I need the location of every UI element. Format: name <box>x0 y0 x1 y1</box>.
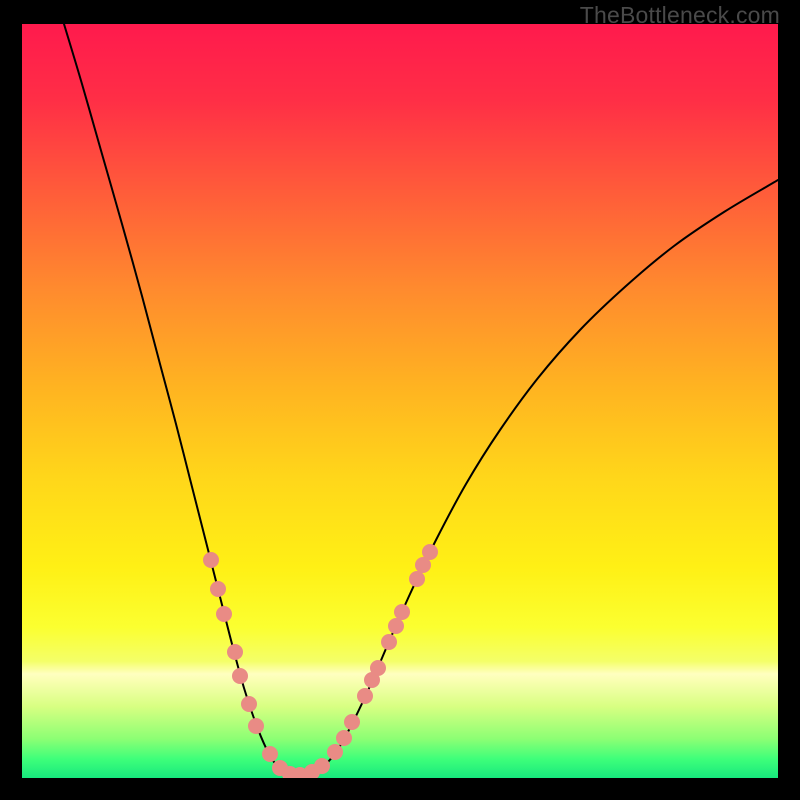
plot-area <box>22 24 778 778</box>
highlight-dots <box>203 544 438 778</box>
watermark-text: TheBottleneck.com <box>580 2 780 29</box>
figure-root: TheBottleneck.com <box>0 0 800 800</box>
v-curve-plot <box>22 24 778 778</box>
bottleneck-curve <box>64 24 778 775</box>
